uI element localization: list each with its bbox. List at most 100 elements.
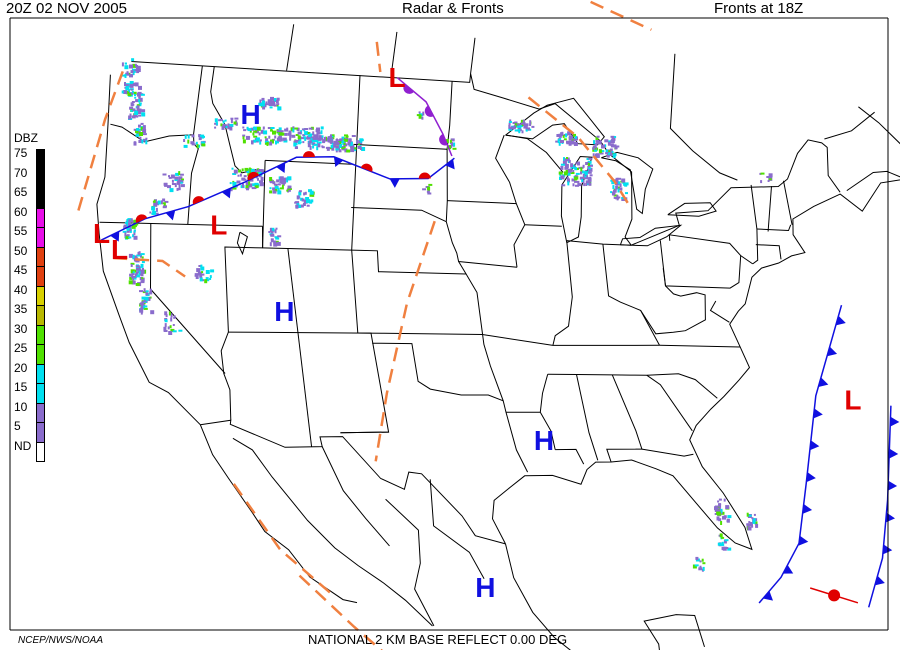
radar-echo-17-1 [163, 326, 167, 331]
radar-echo-16-24 [139, 302, 143, 305]
radar-echo-17-11 [164, 311, 168, 316]
radar-echo-25-56 [587, 171, 592, 174]
radar-echo-17-13 [169, 325, 172, 329]
radar-echo-32-1 [768, 173, 773, 178]
legend-swatch-75 [36, 149, 45, 170]
stationary-front-triangle-6 [276, 162, 286, 173]
radar-echo-25-24 [575, 184, 579, 187]
radar-echo-25-80 [574, 176, 578, 181]
radar-echo-6-116 [317, 127, 320, 130]
radar-echo-5-0 [276, 104, 279, 107]
radar-echo-26-1 [610, 143, 614, 148]
radar-echo-23-16 [508, 121, 512, 123]
radar-echo-18-14 [205, 270, 210, 274]
state-border-22 [506, 134, 564, 173]
radar-echo-8-13 [361, 147, 366, 151]
radar-echo-21-6 [452, 147, 457, 150]
province-border-1 [390, 31, 398, 78]
radar-echo-1-37 [133, 113, 138, 118]
radar-echo-6-36 [267, 127, 271, 129]
radar-echo-19-8 [276, 241, 281, 246]
radar-echo-8-31 [357, 146, 362, 149]
radar-echo-8-22 [356, 140, 359, 145]
legend-swatch-35 [36, 305, 45, 326]
radar-echo-13-19 [153, 199, 156, 203]
coastline-1 [199, 424, 358, 604]
radar-echo-0-44 [123, 90, 128, 94]
radar-echo-6-95 [313, 139, 318, 142]
radar-echo-25-11 [586, 158, 590, 160]
radar-echo-9-1 [256, 168, 259, 172]
legend-label-30: 30 [14, 321, 28, 336]
radar-echo-14-38 [130, 218, 133, 223]
state-border-42 [646, 374, 693, 432]
radar-echo-16-8 [139, 290, 143, 293]
radar-echo-25-84 [562, 160, 567, 165]
radar-echo-26-54 [607, 153, 610, 155]
radar-echo-26-58 [610, 152, 613, 156]
radar-echo-13-18 [151, 206, 156, 211]
radar-echo-17-17 [167, 326, 170, 330]
radar-echo-12-19 [176, 188, 181, 191]
radar-echo-8-15 [339, 144, 343, 148]
cold-front-atlantic-1-triangle-0 [835, 315, 846, 326]
radar-echo-25-25 [568, 159, 571, 163]
radar-echo-0-38 [125, 62, 127, 65]
radar-echo-24-33 [557, 139, 560, 144]
radar-echo-12-24 [163, 182, 168, 186]
radar-echo-10-22 [287, 176, 292, 181]
radar-echo-7-30 [307, 143, 311, 148]
radar-echo-25-54 [585, 180, 590, 184]
radar-echo-6-81 [278, 131, 283, 136]
radar-echo-0-8 [128, 89, 130, 93]
radar-echo-1-18 [133, 91, 137, 95]
radar-echo-1-40 [129, 113, 132, 118]
state-border-16 [458, 261, 529, 473]
radar-echo-26-17 [596, 147, 599, 151]
radar-echo-30-5 [754, 521, 758, 525]
radar-echo-18-4 [198, 265, 202, 267]
radar-echo-3-18 [201, 143, 206, 147]
radar-echo-6-88 [263, 130, 268, 135]
radar-echo-30-8 [753, 513, 756, 516]
radar-echo-25-19 [583, 171, 588, 176]
radar-echo-9-58 [250, 169, 255, 173]
radar-echo-10-34 [287, 188, 292, 190]
radar-echo-26-55 [592, 147, 596, 150]
radar-echo-26-52 [605, 152, 610, 155]
radar-echo-28-9 [720, 543, 725, 546]
radar-echo-6-109 [301, 128, 304, 131]
radar-echo-25-39 [575, 162, 578, 165]
radar-echo-8-18 [350, 145, 352, 148]
radar-echo-29-21 [726, 518, 730, 523]
product-label: NATIONAL 2 KM BASE REFLECT 0.00 DEG [308, 632, 568, 647]
radar-echo-15-35 [137, 266, 141, 270]
radar-echo-23-31 [510, 126, 515, 130]
stationary-front-triangle-12 [445, 159, 455, 170]
radar-echo-15-58 [135, 265, 140, 268]
radar-echo-18-1 [210, 269, 215, 273]
radar-echo-24-20 [568, 135, 573, 140]
radar-echo-6-103 [269, 141, 273, 146]
radar-echo-16-30 [143, 300, 147, 303]
radar-echo-17-16 [168, 331, 173, 335]
state-border-44 [385, 498, 435, 627]
cold-front-atlantic-2-triangle-2 [887, 480, 898, 491]
radar-echo-14-17 [127, 219, 131, 223]
radar-echo-15-55 [135, 274, 140, 278]
cold-front-atlantic-2-triangle-0 [890, 416, 900, 427]
radar-echo-5-17 [269, 106, 273, 109]
radar-echo-12-29 [178, 171, 181, 176]
radar-echo-14-29 [128, 236, 132, 239]
radar-echo-6-63 [272, 130, 276, 135]
radar-echo-12-18 [177, 179, 182, 182]
radar-echo-9-42 [245, 185, 249, 189]
radar-echo-8-35 [360, 139, 363, 143]
radar-echo-11-27 [295, 204, 299, 209]
radar-echo-7-50 [330, 145, 334, 148]
radar-echo-10-16 [277, 183, 281, 186]
radar-echo-27-3 [610, 191, 613, 194]
radar-echo-19-7 [274, 236, 279, 239]
radar-echo-25-78 [587, 163, 590, 166]
radar-echo-15-48 [141, 277, 144, 280]
